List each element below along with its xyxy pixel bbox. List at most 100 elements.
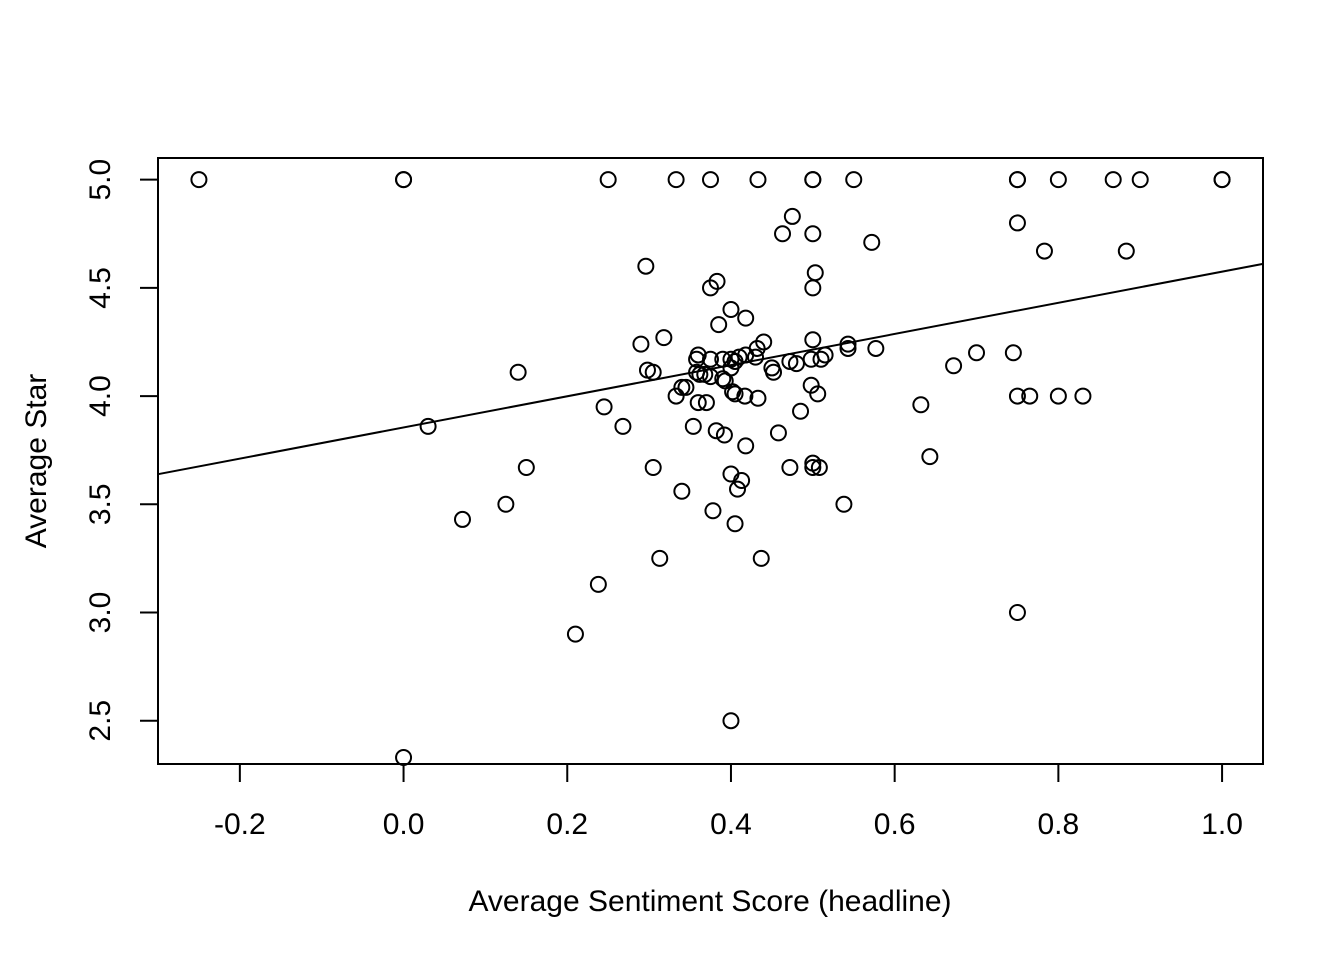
data-point bbox=[1021, 387, 1039, 405]
data-point bbox=[737, 309, 755, 327]
data-point bbox=[632, 335, 650, 353]
data-point bbox=[730, 348, 748, 366]
data-point bbox=[787, 355, 805, 373]
y-tick-label: 4.5 bbox=[84, 267, 117, 309]
data-point bbox=[497, 495, 515, 513]
data-point bbox=[737, 437, 755, 455]
data-points bbox=[190, 171, 1231, 767]
data-point bbox=[749, 389, 767, 407]
data-point bbox=[1117, 242, 1135, 260]
data-point bbox=[614, 417, 632, 435]
data-point bbox=[863, 233, 881, 251]
data-point bbox=[774, 225, 792, 243]
data-point bbox=[707, 422, 725, 440]
data-point bbox=[702, 171, 719, 189]
data-point bbox=[729, 480, 747, 498]
data-point bbox=[921, 448, 939, 466]
x-axis: -0.2 0.0 0.2 0.4 0.6 0.8 1.0 bbox=[214, 763, 1243, 841]
data-point bbox=[517, 458, 535, 476]
data-point bbox=[1104, 171, 1122, 189]
data-point bbox=[667, 387, 685, 405]
data-point bbox=[453, 510, 471, 528]
data-point bbox=[419, 417, 437, 435]
data-point bbox=[673, 378, 691, 396]
data-point bbox=[733, 471, 751, 489]
data-point bbox=[702, 350, 719, 368]
data-point bbox=[1008, 171, 1026, 189]
data-point bbox=[509, 363, 527, 381]
data-point bbox=[804, 331, 822, 349]
data-point bbox=[190, 171, 208, 189]
data-point bbox=[804, 225, 822, 243]
data-point bbox=[1004, 344, 1022, 362]
data-point bbox=[689, 394, 707, 412]
data-point bbox=[839, 335, 857, 353]
x-tick-label: 0.0 bbox=[383, 808, 425, 841]
data-point bbox=[867, 339, 885, 357]
data-point bbox=[595, 398, 613, 416]
data-point bbox=[912, 396, 930, 414]
data-point bbox=[677, 378, 695, 396]
data-point bbox=[749, 171, 767, 189]
data-point bbox=[702, 279, 719, 297]
data-point bbox=[684, 417, 702, 435]
data-point bbox=[804, 458, 822, 476]
y-axis-label: Average Star bbox=[20, 374, 53, 549]
data-point bbox=[809, 385, 827, 403]
data-point bbox=[395, 749, 413, 767]
data-point bbox=[1008, 604, 1026, 621]
data-point bbox=[395, 171, 413, 189]
data-point bbox=[697, 394, 715, 412]
data-point bbox=[726, 385, 744, 403]
data-point bbox=[752, 549, 770, 567]
data-point bbox=[1213, 171, 1231, 189]
data-point bbox=[804, 279, 822, 297]
data-point bbox=[835, 495, 853, 513]
x-tick-label: -0.2 bbox=[214, 808, 266, 841]
data-point bbox=[1008, 387, 1026, 405]
data-point bbox=[765, 363, 783, 381]
data-point bbox=[589, 575, 607, 593]
data-point bbox=[691, 365, 709, 383]
data-point bbox=[710, 316, 728, 334]
data-point bbox=[726, 515, 744, 533]
data-point bbox=[651, 549, 669, 567]
data-point bbox=[566, 625, 584, 643]
data-point bbox=[1049, 171, 1067, 189]
y-tick-label: 5.0 bbox=[84, 159, 117, 201]
data-point bbox=[810, 458, 828, 476]
data-point bbox=[1074, 387, 1092, 405]
y-tick-label: 2.5 bbox=[84, 700, 117, 742]
plot-frame bbox=[157, 157, 1264, 765]
data-point bbox=[783, 207, 801, 225]
data-point bbox=[769, 424, 787, 442]
x-tick-label: 0.6 bbox=[874, 808, 916, 841]
data-point bbox=[599, 171, 617, 189]
data-point bbox=[804, 171, 822, 189]
data-point bbox=[724, 383, 742, 401]
data-point bbox=[644, 363, 662, 381]
data-point bbox=[655, 329, 673, 347]
data-point bbox=[714, 370, 732, 388]
data-point bbox=[715, 426, 733, 444]
x-axis-label: Average Sentiment Score (headline) bbox=[468, 885, 951, 918]
data-point bbox=[806, 264, 824, 282]
data-point bbox=[1008, 214, 1026, 232]
data-point bbox=[1131, 171, 1149, 189]
data-point bbox=[816, 346, 834, 364]
data-point bbox=[781, 458, 799, 476]
y-tick-label: 3.0 bbox=[84, 592, 117, 634]
x-tick-label: 0.4 bbox=[710, 808, 752, 841]
data-point bbox=[736, 387, 754, 405]
y-tick-label: 4.0 bbox=[84, 375, 117, 417]
x-tick-label: 1.0 bbox=[1201, 808, 1243, 841]
y-axis: 2.5 3.0 3.5 4.0 4.5 5.0 bbox=[84, 159, 159, 742]
data-point bbox=[644, 458, 662, 476]
data-point bbox=[1035, 242, 1053, 260]
data-point bbox=[968, 344, 986, 362]
data-point bbox=[839, 339, 857, 357]
data-point bbox=[1049, 387, 1067, 405]
data-point bbox=[673, 482, 691, 500]
data-point bbox=[812, 350, 830, 368]
